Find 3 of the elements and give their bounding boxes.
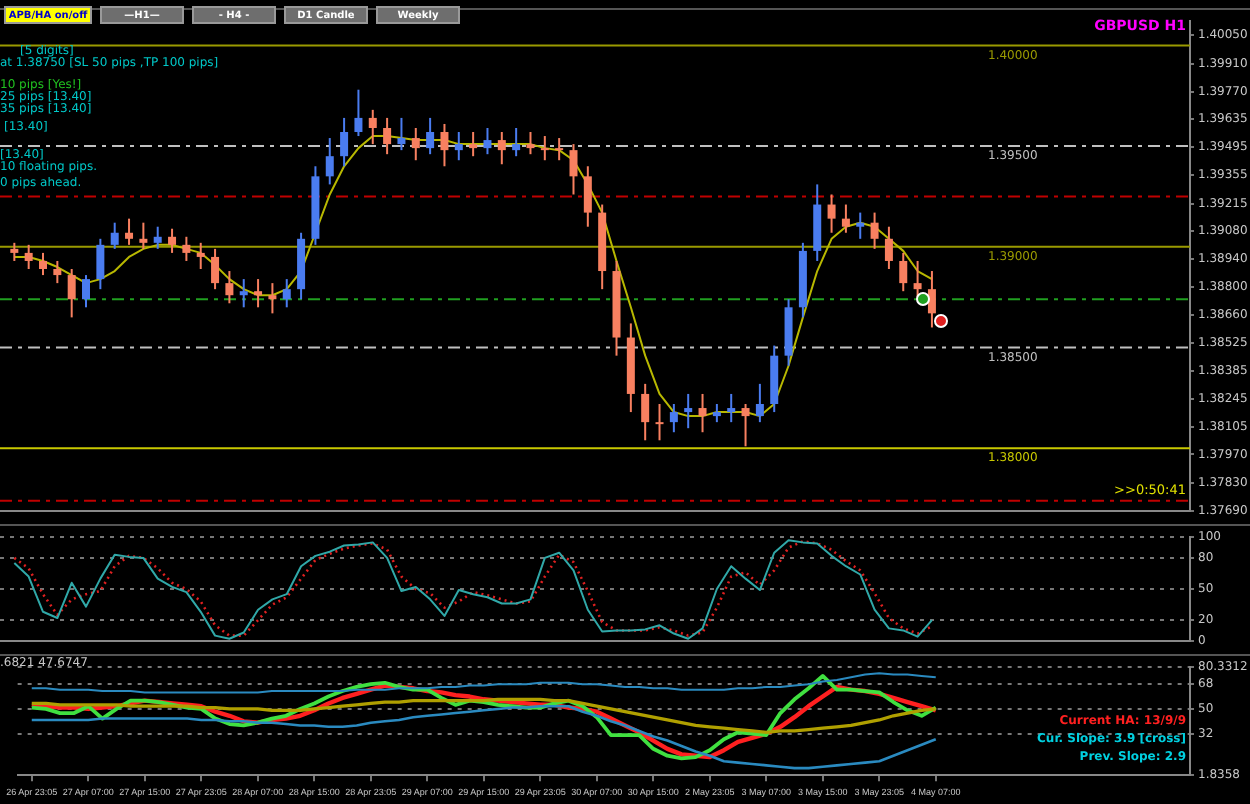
candlestick [540,136,549,161]
candlestick [555,138,564,161]
candlestick [655,404,664,441]
